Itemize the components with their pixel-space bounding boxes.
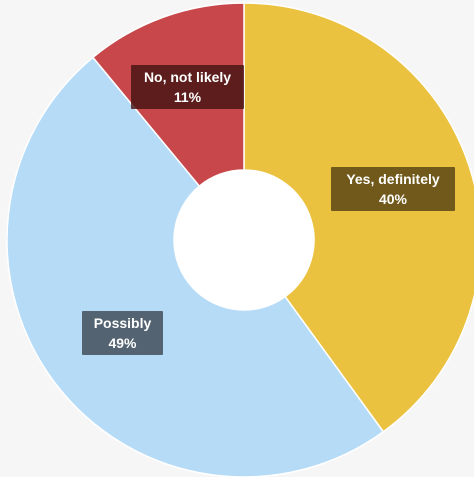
slice-label-value: 49% (108, 335, 137, 351)
slice-label-text: Possibly (93, 315, 152, 331)
slice-label-value: 40% (378, 191, 408, 207)
slice-label-possibly: Possibly 49% (82, 311, 163, 355)
donut-hole (174, 170, 314, 310)
slice-label-text: No, not likely (143, 69, 232, 85)
slice-label-value: 11% (173, 89, 202, 105)
slice-label-yes-definitely: Yes, definitely 40% (331, 167, 455, 211)
slice-label-no-not-likely: No, not likely 11% (131, 65, 244, 109)
slice-label-text: Yes, definitely (346, 171, 440, 187)
